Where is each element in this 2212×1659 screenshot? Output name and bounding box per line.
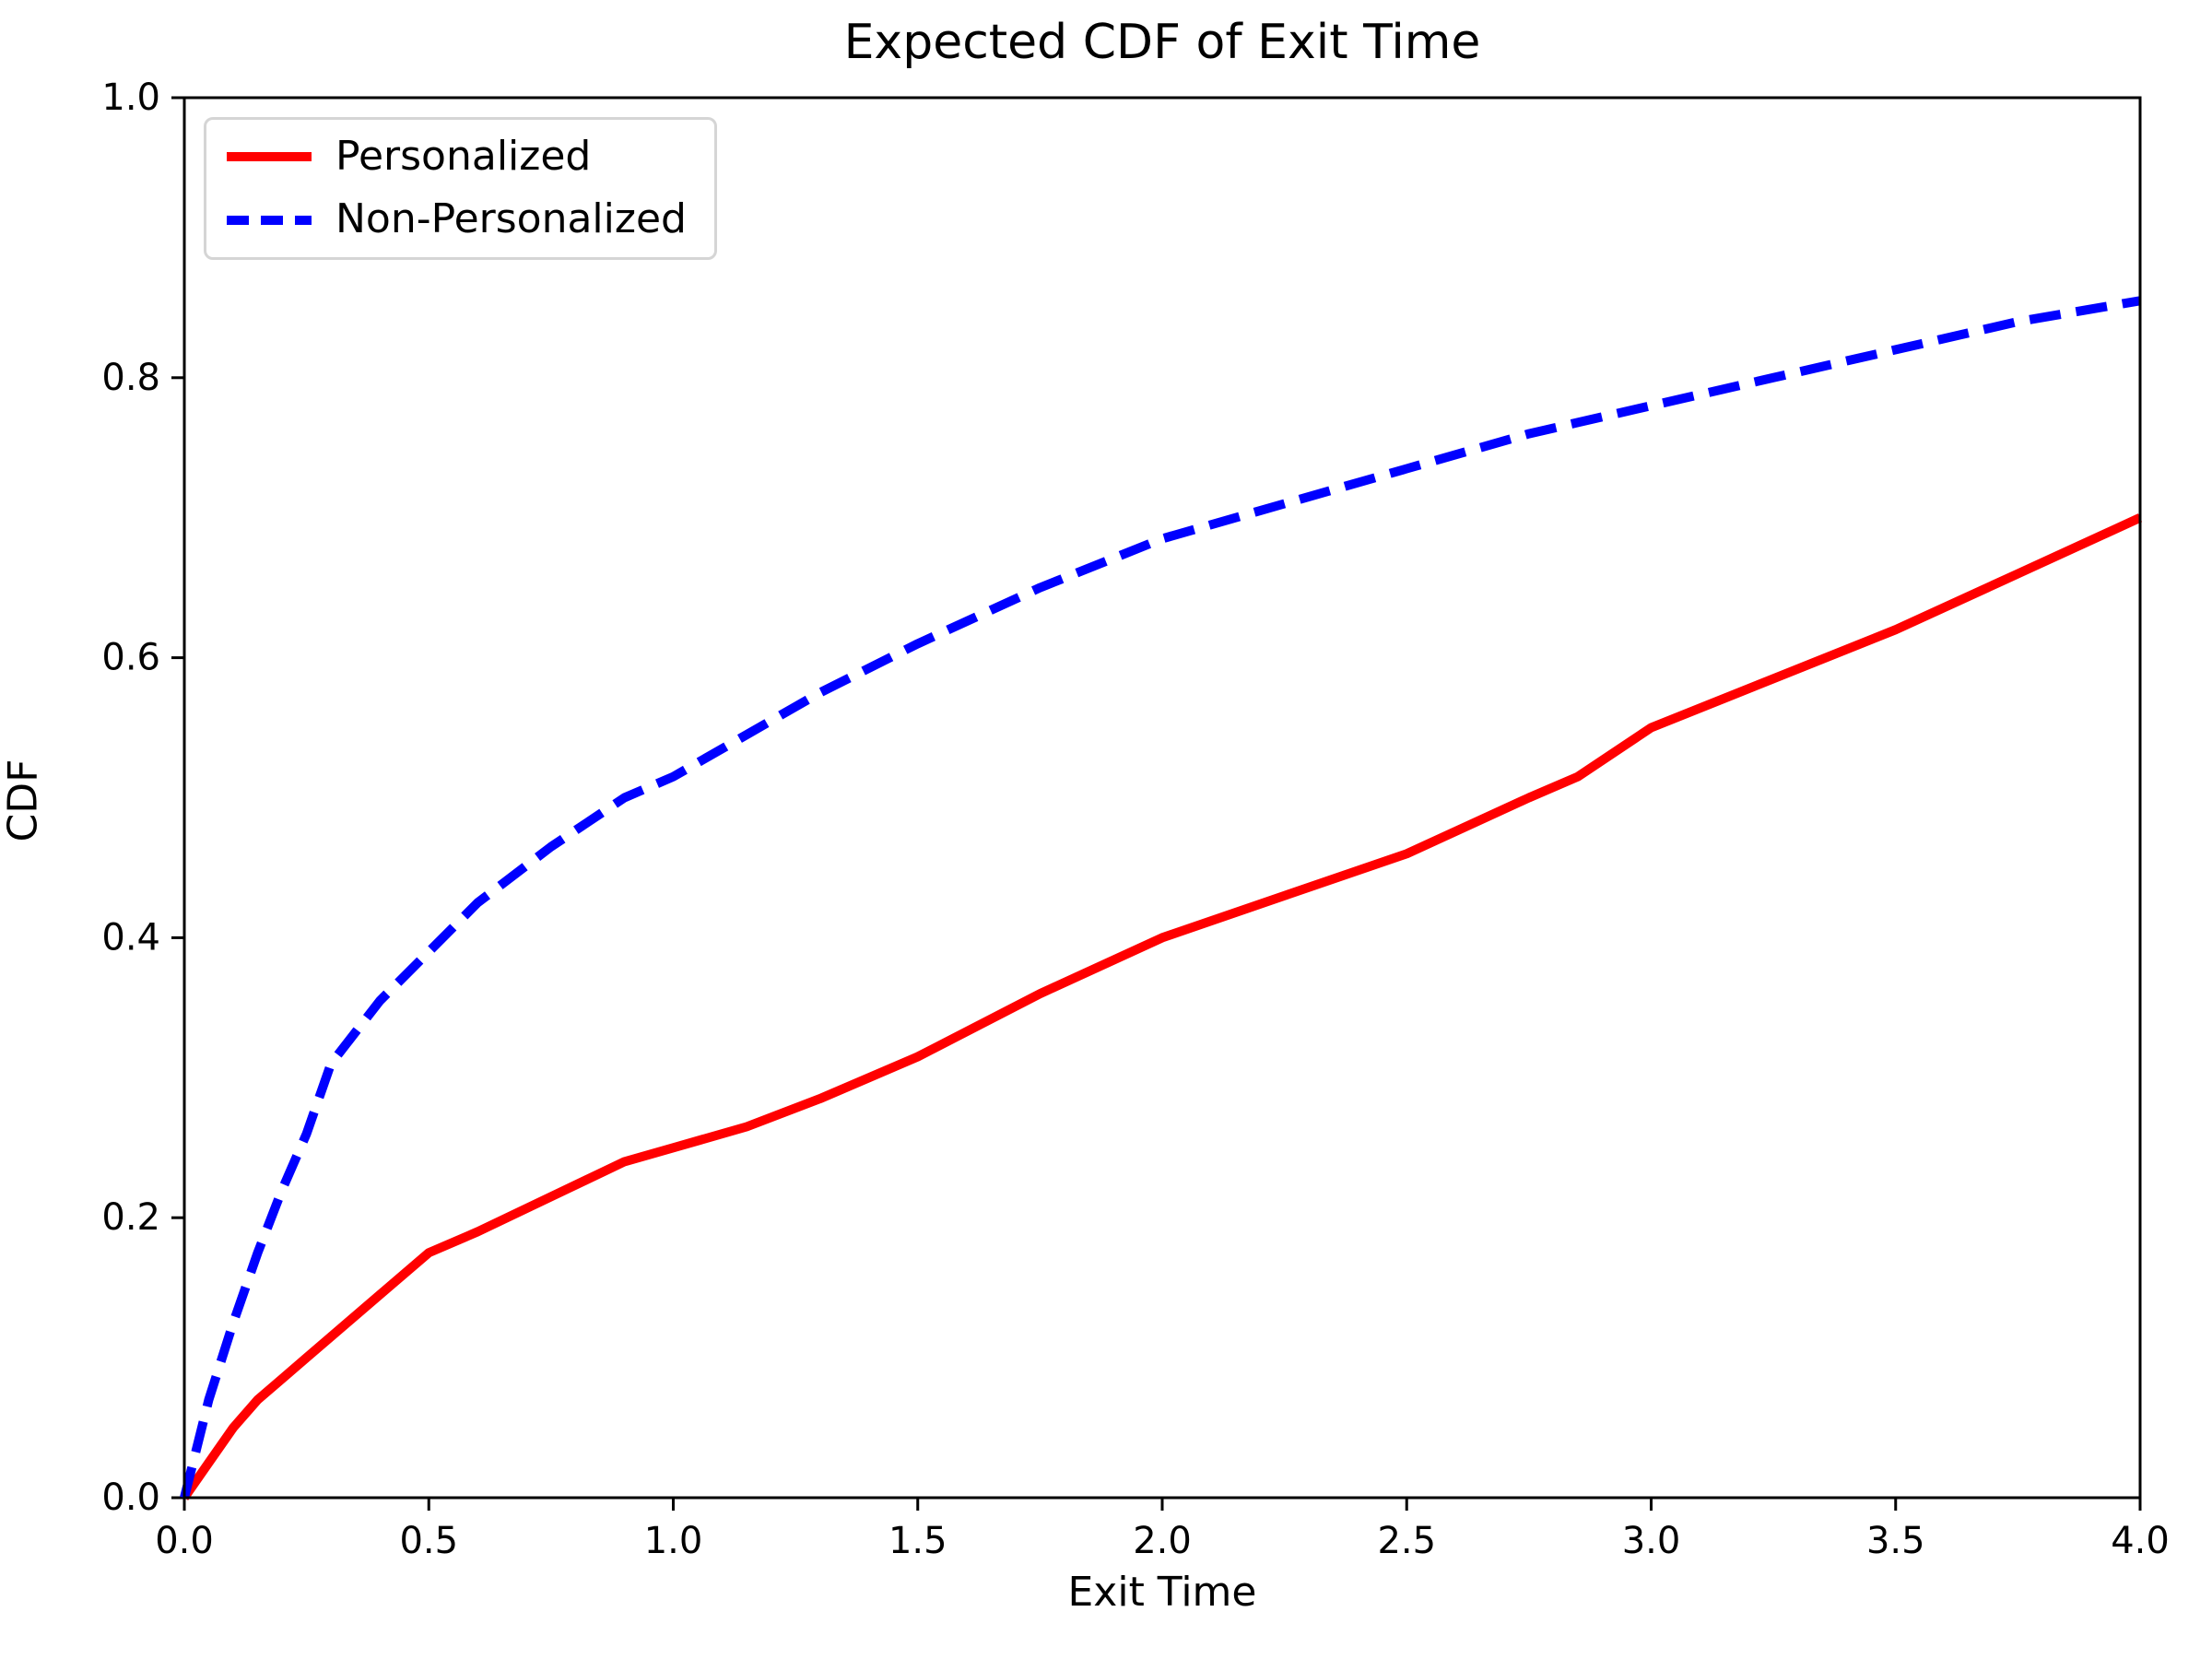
non-personalized-line-sample-icon [227,215,312,225]
x-axis-label: Exit Time [1067,1569,1257,1616]
personalized-line [180,513,2143,1500]
legend: Personalized Non-Personalized [204,117,717,260]
x-tick-label: 4.0 [2111,1520,2170,1562]
y-tick-label: 0.8 [101,357,160,399]
plot-background [184,98,2140,1498]
plot-border [182,96,2142,1500]
y-tick-label: 0.4 [101,916,160,959]
y-tick-label: 0.0 [101,1477,160,1519]
legend-item-personalized: Personalized [227,133,687,180]
legend-label: Non-Personalized [335,195,687,243]
y-axis-label: CDF [0,759,47,842]
x-tick-label: 2.5 [1377,1520,1436,1562]
x-tick-label: 1.5 [888,1520,947,1562]
x-tick-label: 0.0 [155,1520,214,1562]
x-tick-label: 3.5 [1866,1520,1925,1562]
y-tick-label: 0.6 [101,637,160,679]
personalized-line-sample-icon [227,152,312,162]
axis-ticks: 0.0 0.5 1.0 1.5 2.0 2.5 3.0 3.5 4.0 0.0 0.2 0.4 0.6 0… [101,76,2169,1562]
series-lines [180,296,2143,1500]
legend-label: Personalized [335,133,592,180]
x-tick-label: 1.0 [644,1520,703,1562]
x-tick-label: 3.0 [1622,1520,1681,1562]
y-tick-label: 1.0 [101,76,160,119]
x-tick-label: 0.5 [399,1520,458,1562]
y-tick-label: 0.2 [101,1196,160,1239]
chart-title: Expected CDF of Exit Time [843,15,1481,70]
legend-item-non-personalized: Non-Personalized [227,195,687,243]
x-tick-label: 2.0 [1133,1520,1192,1562]
non-personalized-line [180,296,2141,1500]
